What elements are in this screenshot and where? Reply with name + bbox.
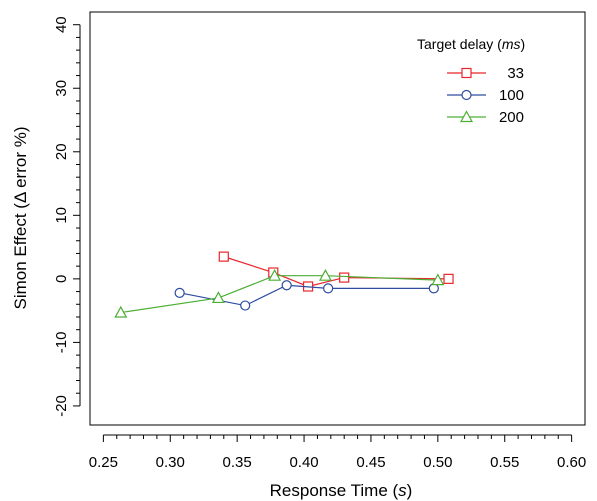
x-tick-label: 0.45 xyxy=(356,454,385,471)
x-tick-label: 0.60 xyxy=(557,454,586,471)
legend-label-100: 100 xyxy=(499,87,524,104)
data-point-200 xyxy=(211,291,225,304)
x-tick-label: 0.35 xyxy=(223,454,252,471)
y-tick-label: 0 xyxy=(53,275,70,283)
data-point-100 xyxy=(240,300,251,311)
y-tick-label: 30 xyxy=(53,80,70,97)
data-point-200 xyxy=(268,268,282,281)
x-axis: 0.25 0.30 0.35 0.40 0.45 0.50 0.55 0.60 xyxy=(89,434,586,471)
y-tick-label: 10 xyxy=(53,207,70,224)
legend-label-33: 33 xyxy=(507,65,524,82)
legend-entry-100: 100 xyxy=(447,87,524,104)
plot-frame xyxy=(89,11,586,426)
x-tick-label: 0.30 xyxy=(156,454,185,471)
data-point-100 xyxy=(323,283,334,294)
legend-marker-33 xyxy=(461,67,472,79)
data-point-33 xyxy=(339,272,350,283)
data-point-33 xyxy=(218,251,229,262)
data-point-100 xyxy=(174,287,185,298)
series-33 xyxy=(218,251,454,292)
data-point-33 xyxy=(443,273,454,284)
series-200 xyxy=(114,268,445,318)
series-layer xyxy=(114,251,454,318)
legend-marker-100 xyxy=(461,89,472,101)
x-axis-title: Response Time (s) xyxy=(270,481,413,500)
x-tick-label: 0.55 xyxy=(490,454,519,471)
y-axis: -20 -10 0 10 20 30 40 xyxy=(53,16,81,417)
data-point-200 xyxy=(318,268,332,281)
data-point-100 xyxy=(281,280,292,291)
y-tick-label: -10 xyxy=(53,332,70,354)
data-point-200 xyxy=(114,305,128,318)
y-tick-label: 20 xyxy=(53,143,70,160)
y-axis-title: Simon Effect (Δ error %) xyxy=(11,127,30,310)
legend: Target delay (ms) 33 100 200 xyxy=(417,36,525,126)
legend-entry-200: 200 xyxy=(447,109,524,126)
legend-entry-33: 33 xyxy=(447,65,524,82)
x-tick-label: 0.25 xyxy=(89,454,118,471)
data-point-200 xyxy=(431,273,445,286)
x-tick-label: 0.50 xyxy=(423,454,452,471)
legend-title: Target delay (ms) xyxy=(417,36,525,52)
y-tick-label: -20 xyxy=(53,395,70,417)
legend-label-200: 200 xyxy=(499,109,524,126)
series-line-200 xyxy=(120,275,438,314)
y-tick-label: 40 xyxy=(53,16,70,33)
legend-marker-200 xyxy=(459,110,474,123)
data-point-100 xyxy=(428,283,439,294)
x-tick-label: 0.40 xyxy=(289,454,318,471)
